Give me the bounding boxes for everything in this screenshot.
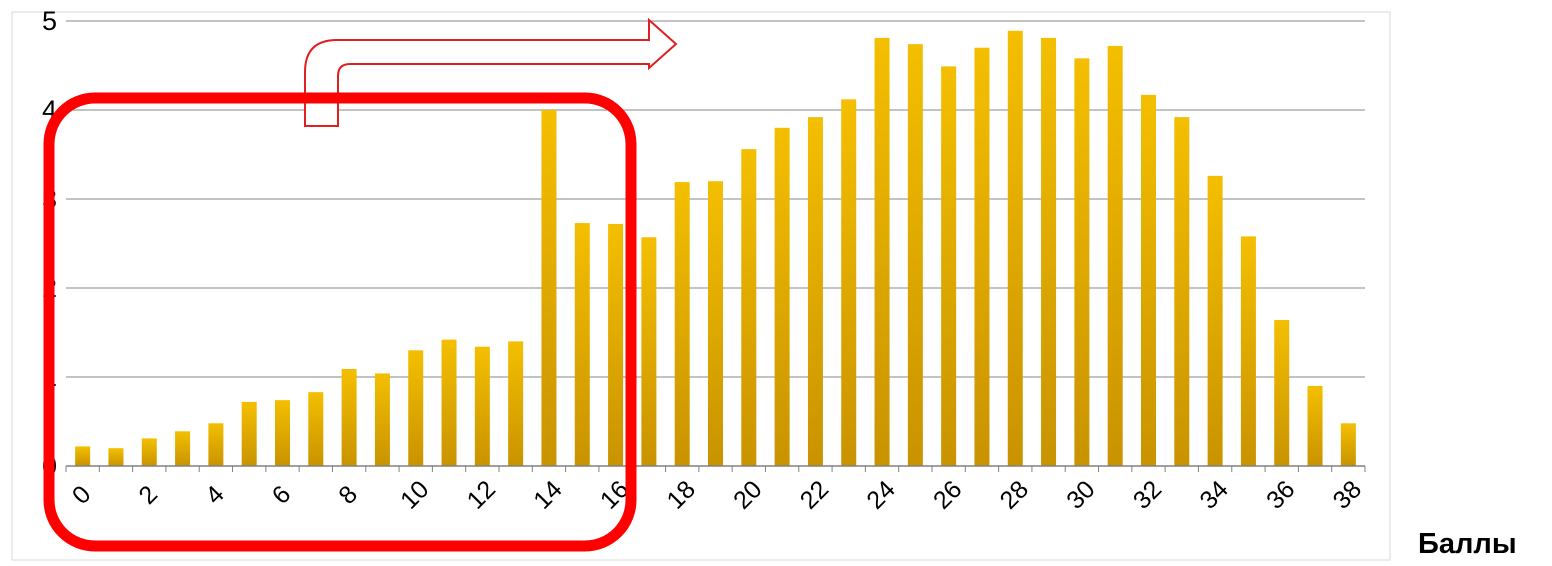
bar-34: [1207, 175, 1223, 467]
x-axis-labels: 0 2 4 6 8 10 12 14 16 18 20 22 24 26 28 30 32 34 36 38: [67, 475, 1367, 515]
bar-35: [1240, 236, 1256, 466]
x-tick-label: 2: [133, 480, 163, 510]
bar-30: [1074, 58, 1090, 466]
bar-10: [408, 350, 424, 466]
bar-32: [1141, 94, 1156, 467]
bent-arrow-annotation: [304, 17, 678, 127]
bar-36: [1274, 320, 1290, 466]
bars: [75, 30, 1356, 467]
x-tick-label: 34: [1194, 475, 1234, 515]
bar-8: [341, 368, 357, 466]
chart-border: [11, 11, 1391, 561]
bar-28: [1007, 30, 1023, 466]
bar-4: [208, 423, 224, 466]
y-tick-label: 5: [42, 6, 57, 36]
bar-21: [774, 127, 790, 467]
bar-17: [641, 237, 657, 466]
x-tick-label: 18: [661, 475, 700, 514]
bar-29: [1041, 37, 1057, 466]
x-tick-label: 32: [1128, 475, 1167, 514]
x-tick-label: 36: [1261, 475, 1300, 514]
x-tick-label: 22: [795, 475, 834, 514]
bar-15: [574, 223, 590, 466]
x-tick-label: 30: [1061, 475, 1100, 514]
x-tick-label: 12: [462, 475, 501, 514]
bar-5: [241, 401, 257, 466]
bar-13: [508, 341, 524, 466]
x-tick-label: 28: [995, 475, 1034, 514]
x-tick-label: 0: [67, 480, 97, 510]
x-tick-label: 6: [267, 480, 297, 510]
bar-31: [1107, 45, 1123, 467]
bar-25: [907, 44, 923, 466]
bar-20: [741, 149, 757, 466]
x-tick-label: 20: [728, 475, 767, 514]
x-tick-label: 8: [333, 480, 363, 510]
bar-19: [708, 181, 723, 466]
bar-7: [308, 392, 324, 466]
bar-23: [841, 99, 857, 466]
bar-26: [941, 66, 957, 466]
bar-18: [674, 182, 690, 466]
bar-12: [474, 346, 490, 466]
bar-38: [1340, 423, 1356, 466]
x-axis-title: Баллы: [1418, 528, 1517, 560]
bar-1: [108, 448, 124, 466]
x-tick-label: 10: [395, 475, 434, 514]
bar-9: [374, 373, 390, 466]
bar-22: [807, 117, 823, 467]
x-axis-ticks: [65, 466, 1366, 472]
x-tick-label: 24: [861, 475, 901, 515]
bar-14: [541, 110, 557, 466]
highlight-rounded-rectangle: [43, 92, 637, 552]
bar-27: [974, 47, 990, 466]
x-tick-label: 38: [1328, 475, 1367, 514]
bar-6: [275, 400, 290, 466]
x-tick-label: 4: [200, 480, 230, 510]
bar-33: [1174, 117, 1190, 467]
bar-37: [1307, 385, 1323, 466]
bar-11: [441, 339, 457, 466]
x-tick-label: 26: [928, 475, 967, 514]
bar-24: [874, 37, 890, 466]
bar-0: [75, 446, 91, 466]
bar-2: [141, 438, 157, 466]
x-tick-label: 14: [528, 475, 568, 515]
bar-3: [175, 431, 191, 466]
bar-16: [608, 223, 624, 466]
